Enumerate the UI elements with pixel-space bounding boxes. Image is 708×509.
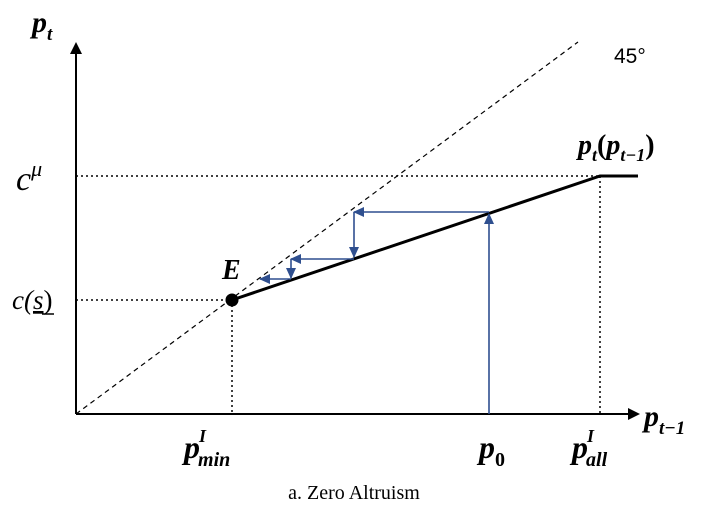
x-tick-p-min: pI min [181, 426, 230, 471]
caption: a. Zero Altruism [288, 482, 420, 504]
equilibrium-point [225, 293, 239, 307]
price-function-curve [231, 174, 638, 302]
y-tick-c-mu: cμ [16, 156, 42, 198]
x-tick-p-0: p0 [476, 429, 505, 471]
y-tick-c-s: c(s) [12, 285, 53, 315]
equilibrium-label: E [221, 255, 241, 286]
x-tick-p-all: pI all [569, 426, 608, 471]
y-axis-label: pt [29, 6, 53, 45]
45-degree-label: 45° [614, 45, 646, 68]
45-degree-line [75, 41, 579, 415]
x-axis-label: pt−1 [641, 400, 685, 439]
curve-label: pt(pt−1) [576, 130, 655, 165]
cobweb-path [259, 207, 494, 414]
